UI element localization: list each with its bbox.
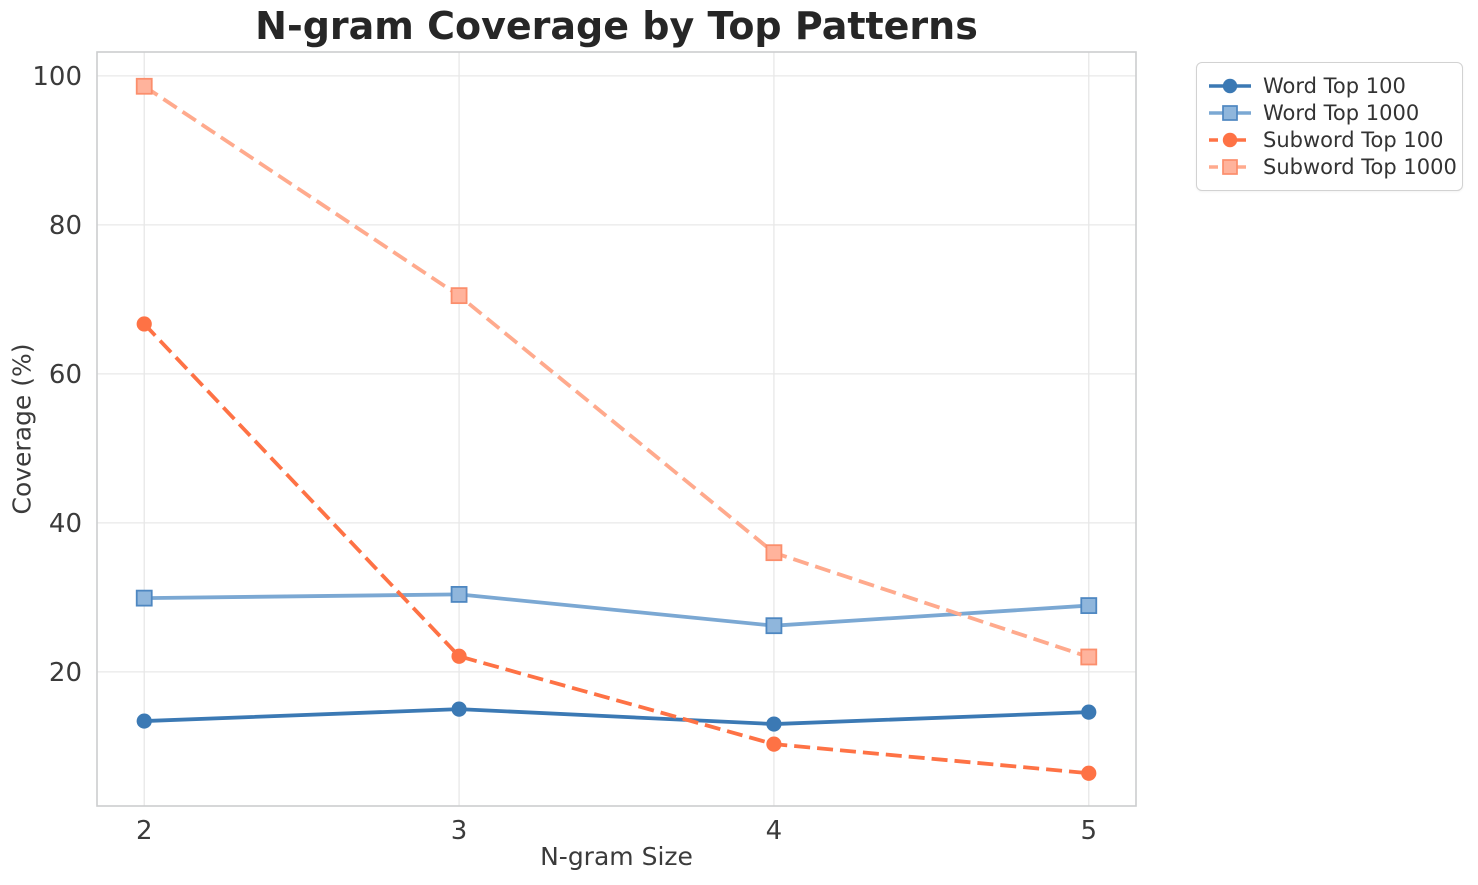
series-line <box>144 592 1089 628</box>
x-tick-label: 2 <box>136 816 153 846</box>
data-point-marker <box>1080 597 1098 614</box>
legend-swatch-icon <box>1209 78 1251 94</box>
y-axis-label: Coverage (%) <box>7 343 37 515</box>
data-point-marker <box>136 713 152 729</box>
data-point-marker <box>135 589 153 607</box>
legend-item-subword-top-100: Subword Top 100 <box>1207 127 1450 153</box>
x-tick-label: 4 <box>766 816 783 846</box>
y-tick-label: 60 <box>49 360 82 390</box>
y-tick-label: 80 <box>49 211 82 241</box>
data-point-marker <box>766 736 782 752</box>
data-point-marker <box>765 617 783 635</box>
legend-swatch-icon <box>1209 159 1251 175</box>
legend-label: Subword Top 100 <box>1263 128 1444 152</box>
data-point-marker <box>765 544 783 562</box>
data-point-marker <box>135 77 153 95</box>
data-point-marker <box>451 701 467 717</box>
data-point-marker <box>450 287 468 305</box>
legend-marker <box>1222 78 1238 94</box>
legend-item-word-top-100: Word Top 100 <box>1207 73 1450 99</box>
series-line <box>143 84 1090 659</box>
legend-item-subword-top-1000: Subword Top 1000 <box>1207 154 1457 180</box>
series-word-top-1000 <box>135 586 1098 635</box>
legend-swatch-icon <box>1209 132 1251 148</box>
legend-marker <box>1222 159 1238 175</box>
legend: Word Top 100 Word Top 1000 Subword Top 100… <box>1196 62 1463 191</box>
legend-label: Subword Top 1000 <box>1263 155 1457 179</box>
legend-swatch-icon <box>1209 105 1251 121</box>
y-tick-label: 100 <box>32 62 82 92</box>
x-tick-label: 5 <box>1080 816 1097 846</box>
legend-label: Word Top 100 <box>1263 74 1406 98</box>
legend-label: Word Top 1000 <box>1263 101 1420 125</box>
gridlines <box>97 52 1136 806</box>
x-axis-label: N-gram Size <box>540 842 693 871</box>
tick-labels: 20 40 60 80 100 2 3 4 5 <box>32 62 1097 846</box>
y-tick-label: 20 <box>49 658 82 688</box>
series-word-top-100 <box>136 701 1097 732</box>
legend-marker <box>1222 105 1238 121</box>
data-point-marker <box>451 648 467 664</box>
legend-marker <box>1222 132 1238 148</box>
data-point-marker <box>766 716 782 732</box>
data-point-marker <box>136 316 152 332</box>
y-tick-label: 40 <box>49 509 82 539</box>
series-line <box>142 322 1089 776</box>
series-subword-top-1000 <box>135 77 1098 666</box>
data-point-marker <box>1081 704 1097 720</box>
series-subword-top-100 <box>136 316 1097 781</box>
data-point-marker <box>1081 765 1097 781</box>
plot-border <box>96 51 1137 807</box>
series-line <box>144 707 1089 726</box>
data-point-marker <box>450 586 468 603</box>
data-point-marker <box>1080 648 1098 666</box>
x-tick-label: 3 <box>451 816 468 846</box>
legend-item-word-top-1000: Word Top 1000 <box>1207 100 1450 126</box>
chart-title: N-gram Coverage by Top Patterns <box>255 4 978 48</box>
